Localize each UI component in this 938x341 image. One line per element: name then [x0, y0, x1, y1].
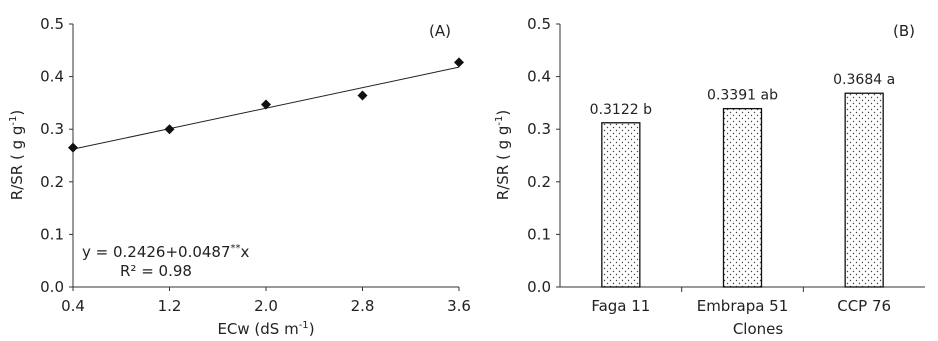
chart-a-points: [68, 57, 464, 153]
chart-b-y-tick-label: 0.1: [527, 225, 551, 243]
chart-a-point: [164, 124, 175, 135]
chart-b-bar: [601, 122, 641, 288]
chart-b-bar: [722, 107, 763, 288]
chart-b-x-axis-title: Clones: [733, 320, 784, 338]
chart-a-point: [261, 99, 271, 110]
chart-b-bar: [844, 92, 884, 288]
chart-a-x-tick-label: 2.0: [254, 297, 278, 315]
chart-b-y-tick-label: 0.4: [527, 68, 551, 86]
chart-a-y-ticks: 0.0 0.1 0.2 0.3 0.4 0.5: [40, 15, 73, 296]
chart-a-point: [357, 90, 368, 101]
chart-b-bars: 0.3122 b Faga 11 0.3391 ab Embrapa 51 0.3684…: [590, 72, 896, 315]
chart-b-y-tick-label: 0.3: [527, 120, 551, 138]
chart-a-y-axis-title: R/SR ( g g-1): [8, 110, 26, 200]
chart-a-x-tick-label: 1.2: [158, 297, 182, 315]
chart-a-x-tick-label: 3.6: [447, 297, 471, 315]
chart-b-y-ticks: 0.0 0.1 0.2 0.3 0.4 0.5: [527, 15, 560, 296]
chart-b-data-label: 0.3684 a: [833, 72, 895, 88]
chart-b-panel-label: (B): [893, 22, 915, 40]
chart-a-x-axis-title: ECw (dS m-1): [217, 320, 314, 338]
chart-a-panel-label: (A): [429, 22, 451, 40]
chart-a: 0.0 0.1 0.2 0.3 0.4 0.5 0.4 1.2 2.0 2.8 3.6 (A) y…: [8, 15, 471, 338]
chart-a-x-tick-label: 0.4: [61, 297, 85, 315]
chart-a-y-tick-label: 0.3: [40, 120, 64, 138]
chart-a-equation: y = 0.2426+0.0487**x: [82, 243, 250, 261]
chart-a-point: [454, 57, 464, 68]
chart-b-data-label: 0.3122 b: [590, 102, 652, 118]
chart-a-y-tick-label: 0.5: [40, 15, 64, 33]
chart-a-x-tick-label: 2.8: [351, 297, 375, 315]
chart-a-y-tick-label: 0.4: [40, 68, 64, 86]
chart-b-category-label: Faga 11: [591, 297, 650, 315]
chart-b-category-label: Embrapa 51: [697, 297, 789, 315]
chart-a-y-tick-label: 0.1: [40, 225, 64, 243]
chart-b-category-label: CCP 76: [837, 297, 891, 315]
chart-b-y-axis-title: R/SR ( g g-1): [494, 110, 512, 200]
chart-b: 0.0 0.1 0.2 0.3 0.4 0.5 0.3122 b Faga 11 0.3391…: [494, 15, 925, 338]
chart-b-y-tick-label: 0.5: [527, 15, 551, 33]
chart-a-r2: R² = 0.98: [120, 262, 192, 280]
chart-b-y-tick-label: 0.0: [527, 278, 551, 296]
chart-a-y-tick-label: 0.2: [40, 173, 64, 191]
chart-a-point: [68, 142, 78, 153]
chart-b-data-label: 0.3391 ab: [707, 88, 778, 104]
chart-a-x-ticks: 0.4 1.2 2.0 2.8 3.6: [61, 287, 471, 315]
chart-a-y-tick-label: 0.0: [40, 278, 64, 296]
chart-b-y-tick-label: 0.2: [527, 173, 551, 191]
